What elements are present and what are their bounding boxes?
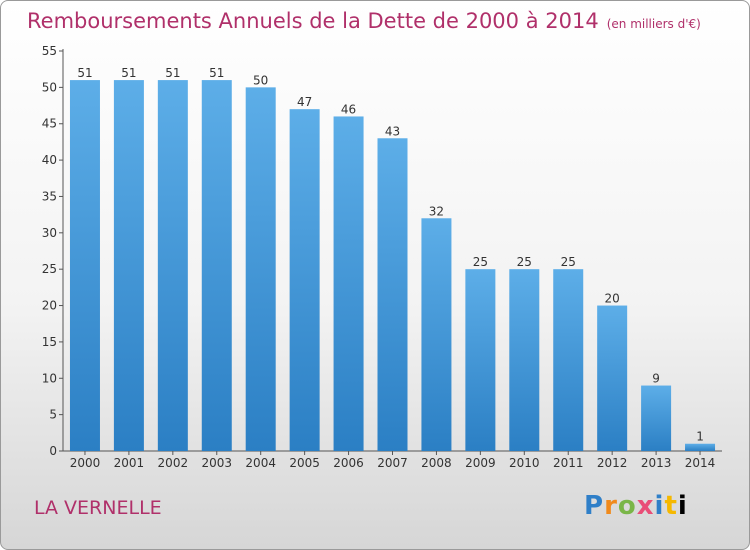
y-tick-label: 50 bbox=[42, 80, 57, 94]
x-tick-label: 2010 bbox=[509, 456, 540, 470]
x-tick-label: 2011 bbox=[553, 456, 584, 470]
logo-letter: o bbox=[617, 491, 637, 521]
x-tick-label: 2009 bbox=[465, 456, 496, 470]
bar bbox=[641, 385, 672, 451]
y-tick-label: 5 bbox=[49, 408, 57, 422]
y-tick-label: 25 bbox=[42, 262, 57, 276]
bar-value-label: 51 bbox=[209, 66, 224, 80]
bar bbox=[465, 269, 496, 451]
y-tick-label: 20 bbox=[42, 299, 57, 313]
x-tick-label: 2003 bbox=[201, 456, 232, 470]
bar bbox=[69, 80, 100, 451]
logo-letter: P bbox=[584, 491, 605, 521]
x-tick-label: 2006 bbox=[333, 456, 364, 470]
logo-letter: t bbox=[664, 491, 678, 521]
bar bbox=[201, 80, 232, 451]
x-tick-label: 2001 bbox=[114, 456, 145, 470]
proxiti-logo[interactable]: Proxiti bbox=[584, 491, 688, 521]
bar-value-label: 46 bbox=[341, 102, 356, 116]
x-tick-label: 2000 bbox=[70, 456, 101, 470]
bar-value-label: 50 bbox=[253, 73, 268, 87]
x-tick-label: 2014 bbox=[685, 456, 716, 470]
chart-title: Remboursements Annuels de la Dette de 20… bbox=[27, 9, 701, 33]
bar-value-label: 43 bbox=[385, 124, 400, 138]
bar-value-label: 32 bbox=[429, 204, 444, 218]
bar-value-label: 51 bbox=[77, 66, 92, 80]
logo-letter: r bbox=[604, 491, 618, 521]
bar bbox=[245, 87, 276, 451]
logo-letter: x bbox=[636, 491, 655, 521]
bar bbox=[685, 443, 716, 451]
x-tick-label: 2002 bbox=[158, 456, 189, 470]
bar-value-label: 25 bbox=[517, 255, 532, 269]
bar bbox=[157, 80, 188, 451]
y-tick-label: 10 bbox=[42, 371, 57, 385]
commune-name: LA VERNELLE bbox=[34, 497, 162, 519]
bar bbox=[421, 218, 452, 451]
y-tick-label: 40 bbox=[42, 153, 57, 167]
x-tick-label: 2013 bbox=[641, 456, 672, 470]
bar-value-label: 20 bbox=[605, 292, 620, 306]
bar-value-label: 51 bbox=[165, 66, 180, 80]
x-tick-label: 2005 bbox=[289, 456, 320, 470]
chart-title-text: Remboursements Annuels de la Dette de 20… bbox=[27, 9, 599, 33]
bar bbox=[509, 269, 540, 451]
x-tick-label: 2004 bbox=[245, 456, 276, 470]
x-tick-label: 2012 bbox=[597, 456, 628, 470]
bar bbox=[597, 305, 628, 451]
bar-value-label: 25 bbox=[561, 255, 576, 269]
y-tick-label: 35 bbox=[42, 189, 57, 203]
bar-value-label: 25 bbox=[473, 255, 488, 269]
bar-value-label: 1 bbox=[696, 430, 704, 444]
y-tick-label: 55 bbox=[42, 44, 57, 58]
chart-unit: (en milliers d'€) bbox=[606, 17, 701, 31]
x-tick-label: 2007 bbox=[377, 456, 408, 470]
y-tick-label: 30 bbox=[42, 226, 57, 240]
bar-value-label: 51 bbox=[121, 66, 136, 80]
bar bbox=[377, 138, 408, 452]
y-tick-label: 0 bbox=[49, 444, 57, 458]
bar bbox=[333, 116, 364, 452]
logo-letter: i bbox=[677, 491, 688, 521]
y-tick-label: 45 bbox=[42, 117, 57, 131]
bar bbox=[553, 269, 584, 451]
x-tick-label: 2008 bbox=[421, 456, 452, 470]
y-tick-label: 15 bbox=[42, 335, 57, 349]
bar-value-label: 9 bbox=[652, 372, 660, 386]
bar bbox=[289, 109, 320, 451]
logo-letter: i bbox=[654, 491, 665, 521]
bar bbox=[113, 80, 144, 451]
bar-value-label: 47 bbox=[297, 95, 312, 109]
